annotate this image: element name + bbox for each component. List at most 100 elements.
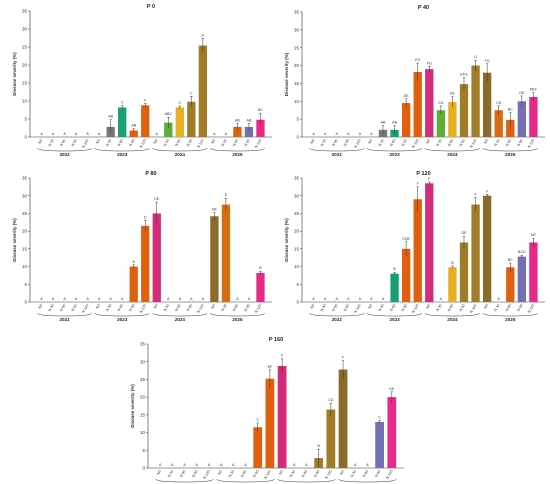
significance-letter: A [75, 297, 78, 301]
treatment-label: N 30 [228, 470, 235, 479]
year-label: 2025 [505, 317, 516, 322]
bar [413, 72, 422, 137]
year-label: 2022 [59, 317, 70, 322]
treatment-label: N 60 [117, 304, 124, 313]
year-label: 2024 [175, 317, 186, 322]
year-bracket [152, 147, 208, 152]
treatment-label: N 60 [331, 304, 338, 313]
treatment-label: N 120 [254, 139, 262, 149]
treatment-label: N 90 [516, 139, 523, 148]
year-bracket [277, 478, 336, 483]
bar [198, 45, 208, 138]
treatment-label: N0 [310, 139, 316, 145]
significance-letter: A [63, 297, 66, 301]
bar [471, 204, 480, 302]
bar [401, 248, 411, 302]
treatment-label: N 120 [527, 304, 535, 314]
bar [221, 204, 231, 302]
treatment-label: N0 [425, 304, 431, 310]
significance-letter: A [293, 463, 296, 467]
significance-letter: FG [427, 61, 432, 65]
treatment-label: N 90 [401, 139, 408, 148]
significance-letter: BCD [518, 250, 526, 254]
significance-letter: A [359, 297, 362, 301]
significance-letter: DE [462, 231, 468, 235]
treatment-label: N 90 [244, 304, 251, 313]
treatment-label: N 60 [117, 139, 124, 148]
significance-letter: A [86, 297, 89, 301]
year-bracket [209, 147, 265, 152]
significance-letter: EF [268, 365, 273, 369]
year-bracket [482, 312, 538, 317]
significance-letter: A [305, 463, 308, 467]
treatment-label: N0 [310, 304, 316, 310]
treatment-label: N 60 [389, 304, 396, 313]
significance-letter: A [202, 297, 205, 301]
treatment-label: N 30 [163, 304, 170, 313]
bar [175, 107, 184, 137]
y-tick-label: 20 [294, 229, 300, 234]
y-axis-label: Disease severity (%) [284, 52, 289, 96]
significance-letter: DEF [530, 88, 538, 92]
treatment-label: N 90 [252, 470, 259, 479]
significance-letter: A [156, 132, 159, 136]
significance-letter: A [359, 132, 362, 136]
significance-letter: CDE [402, 237, 410, 241]
significance-letter: C [121, 101, 124, 105]
treatment-label: N 60 [505, 304, 512, 313]
significance-letter: G [474, 55, 477, 59]
significance-letter: A [86, 132, 89, 136]
significance-letter: AB [381, 121, 386, 125]
bar [244, 126, 254, 137]
y-tick-label: 25 [140, 377, 146, 382]
significance-letter: AB [108, 115, 113, 119]
significance-letter: DE [531, 233, 537, 237]
y-tick-label: 20 [294, 63, 300, 68]
treatment-label: N 90 [516, 304, 523, 313]
year-bracket [424, 312, 480, 317]
y-axis-label: Disease severity (%) [284, 218, 289, 262]
significance-letter: A [312, 132, 315, 136]
bar [253, 427, 263, 468]
treatment-label: N 90 [313, 470, 320, 479]
bar [517, 101, 527, 137]
significance-letter: A [121, 297, 124, 301]
significance-letter: F [428, 177, 431, 181]
bar [326, 409, 336, 468]
bar [448, 102, 457, 137]
panel-title: P 120 [416, 171, 430, 177]
y-tick-label: 10 [294, 99, 300, 104]
y-tick-label: 10 [22, 264, 28, 269]
y-tick-label: 0 [24, 300, 27, 305]
treatment-label: N0 [483, 304, 489, 310]
bar [387, 397, 397, 468]
treatment-label: N 60 [232, 139, 239, 148]
treatment-label: N 90 [186, 139, 193, 148]
significance-letter: A [52, 132, 55, 136]
significance-letter: A [347, 297, 350, 301]
year-bracket [424, 147, 480, 152]
treatment-label: N 30 [378, 304, 385, 313]
significance-letter: D [144, 216, 147, 220]
bar [338, 369, 348, 468]
treatment-label: N 120 [203, 470, 211, 480]
treatment-label: N 60 [174, 139, 181, 148]
panel-title: P 0 [147, 4, 155, 10]
year-bracket [338, 478, 397, 483]
treatment-label: N0 [153, 139, 159, 145]
treatment-label: N 30 [435, 139, 442, 148]
panel-p-160: P 160 0 5 10 15 20 25 30 35 Disease severity (%) A… [130, 337, 404, 484]
significance-letter: DE [212, 208, 218, 212]
y-tick-label: 25 [22, 211, 28, 216]
significance-letter: A [98, 297, 101, 301]
significance-letter: A [40, 297, 43, 301]
year-label: 2023 [117, 317, 128, 322]
panel-title: P 160 [269, 337, 283, 343]
significance-letter: F [486, 189, 489, 193]
significance-letter: A [324, 297, 327, 301]
treatment-label: N0 [153, 304, 159, 310]
y-tick-label: 15 [140, 412, 146, 417]
year-bracket [37, 312, 93, 317]
y-tick-label: 10 [294, 264, 300, 269]
